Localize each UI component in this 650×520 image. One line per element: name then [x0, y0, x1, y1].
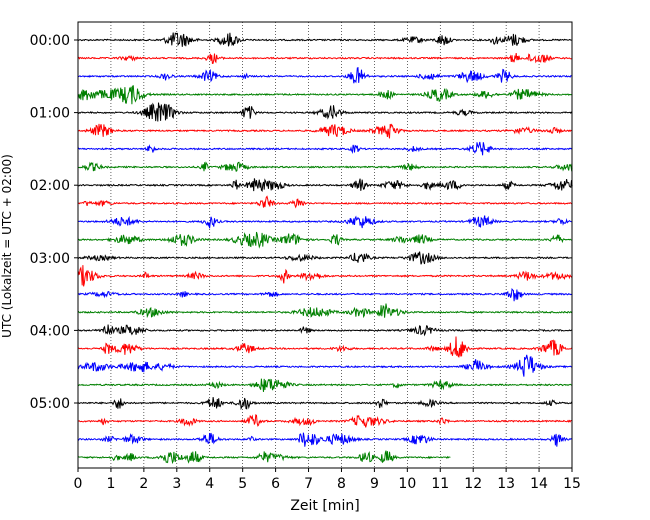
x-tick-label-15: 15: [563, 476, 581, 492]
y-tick-label-2: 02:00: [30, 178, 70, 194]
trace-0015: [77, 53, 573, 64]
y-tick-label-4: 04:00: [30, 323, 70, 339]
x-tick-label-10: 10: [398, 476, 416, 492]
trace-0100: [77, 102, 573, 122]
trace-0115: [77, 123, 573, 139]
x-tick-label-13: 13: [497, 476, 515, 492]
x-tick-label-12: 12: [464, 476, 482, 492]
trace-0030: [77, 66, 573, 84]
y-tick-label-0: 00:00: [30, 33, 70, 49]
trace-0430: [77, 354, 573, 377]
x-axis-label: Zeit [min]: [290, 498, 359, 514]
x-tick-label-3: 3: [172, 476, 181, 492]
seismic-traces: [77, 32, 573, 465]
y-axis-ticks: 00:00 01:00 02:00 03:00 04:00 05:00: [30, 33, 78, 412]
x-tick-label-14: 14: [530, 476, 548, 492]
x-tick-label-5: 5: [238, 476, 247, 492]
trace-0345: [77, 303, 573, 319]
trace-0245: [77, 231, 573, 249]
trace-0500: [77, 397, 573, 411]
y-axis-label: UTC (Lokalzeit = UTC + 02:00): [0, 154, 14, 338]
trace-0415: [77, 336, 573, 358]
trace-0330: [77, 287, 573, 302]
trace-0515: [77, 414, 573, 428]
trace-0145: [77, 161, 573, 172]
y-tick-label-3: 03:00: [30, 251, 70, 267]
x-axis-ticks: 0 1 2 3 4 5 6 7 8 9 10 11 12 13 14 15: [74, 468, 581, 492]
trace-0200: [77, 178, 573, 192]
x-tick-label-0: 0: [74, 476, 83, 492]
trace-0315: [77, 265, 573, 287]
plot-frame: [77, 21, 573, 469]
trace-0130: [77, 141, 573, 156]
x-tick-label-8: 8: [337, 476, 346, 492]
x-tick-label-9: 9: [370, 476, 379, 492]
trace-0300: [77, 251, 573, 265]
vertical-grid: [77, 22, 573, 468]
y-tick-label-1: 01:00: [30, 106, 70, 122]
x-tick-label-6: 6: [271, 476, 280, 492]
trace-0400: [77, 324, 573, 337]
trace-0000: [77, 32, 573, 47]
y-tick-label-5: 05:00: [30, 396, 70, 412]
trace-0530: [77, 432, 573, 447]
trace-0215: [77, 195, 573, 209]
x-tick-label-11: 11: [431, 476, 449, 492]
trace-0545: [77, 450, 451, 465]
x-tick-label-4: 4: [205, 476, 214, 492]
x-tick-label-7: 7: [304, 476, 313, 492]
x-tick-label-2: 2: [139, 476, 148, 492]
trace-0445: [77, 378, 573, 392]
x-tick-label-1: 1: [106, 476, 115, 492]
trace-0045: [77, 85, 573, 105]
trace-0230: [77, 215, 573, 229]
